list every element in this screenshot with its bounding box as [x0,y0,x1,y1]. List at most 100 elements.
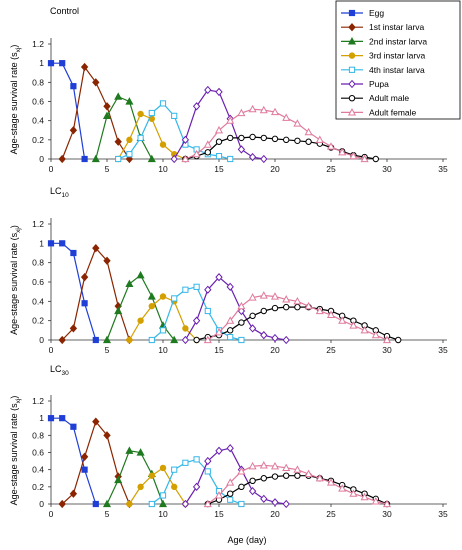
data-point [338,147,347,156]
x-tick-label: 10 [158,345,168,355]
legend-marker [348,9,356,17]
data-point [102,499,112,508]
data-point [326,310,336,318]
series-line [106,450,164,505]
data-point [59,60,66,67]
data-point [382,335,392,344]
data-point [315,473,324,482]
data-point [249,477,256,485]
y-tick-label: 0.8 [32,258,44,268]
y-tick-label: 1 [39,413,44,423]
data-point [326,142,336,150]
series-line [95,95,153,160]
data-point [271,473,279,480]
data-point [92,78,100,87]
legend-label: 2nd instar larva [369,36,427,46]
legend-item: Adult male [341,93,409,103]
data-point [92,417,100,426]
data-point [115,155,122,163]
data-point [349,489,358,497]
series-egg [47,60,88,163]
data-point [215,273,223,282]
data-point [282,295,291,303]
data-point [171,466,178,473]
legend-marker [348,79,356,89]
data-point [126,151,133,158]
data-point [238,500,245,508]
y-tick-label: 0 [39,335,44,345]
series-line [117,102,231,160]
data-point [148,302,156,310]
panel-title: LC10 [50,186,69,199]
data-point [148,336,155,344]
y-tick-label: 1.2 [32,219,44,229]
x-tick-label: 20 [270,345,280,355]
y-tick-label: 1.2 [32,396,44,406]
data-point [227,334,234,341]
data-point [159,327,167,334]
data-point [171,112,178,119]
series-adult-male [193,303,402,344]
data-point [126,500,133,508]
data-point [282,113,291,121]
data-point [81,466,88,473]
series-line [173,89,264,160]
data-point [102,335,112,344]
data-point [260,134,267,142]
data-point [259,461,268,469]
data-point [270,461,280,470]
data-point [349,151,358,160]
x-tick-label: 0 [49,164,54,174]
data-point [137,134,144,142]
x-tick-label: 5 [105,345,110,355]
data-point [159,141,167,148]
legend-label: Adult female [369,107,417,117]
data-point [215,446,223,455]
legend-item: Pupa [341,79,389,89]
series-line [128,467,186,505]
data-point [293,296,302,305]
y-tick-label: 0.4 [32,296,44,306]
data-point [125,446,134,454]
data-point [294,137,301,144]
data-point [372,155,379,163]
data-point [260,475,267,482]
x-tick-label: 10 [158,509,168,519]
data-point [227,155,234,163]
data-point [227,496,234,503]
y-tick-label: 0.6 [32,277,44,287]
data-point [114,475,123,484]
data-point [69,324,78,333]
data-point [215,153,223,160]
data-point [283,472,290,479]
data-point [70,249,77,257]
data-point [248,324,257,333]
data-point [103,431,111,440]
chart-panel-1: 0 0.2 0.4 0.6 0.8 1 1.2 0 5 10 15 20 25 30 35 Control Ag… [9,6,448,174]
series-pupa [170,85,268,164]
series-egg [47,415,99,508]
data-point [371,497,380,505]
series-adult-female [203,291,392,344]
data-point [159,464,167,472]
x-tick-label: 20 [270,509,280,519]
data-point [214,491,224,499]
data-point [395,336,402,344]
data-point [193,283,200,290]
data-point [159,293,167,300]
data-point [271,333,279,343]
series-line [184,447,287,505]
data-point [315,135,324,143]
x-tick-label: 5 [105,164,110,174]
data-point [293,465,302,473]
data-point [148,109,155,117]
data-point [248,461,257,470]
data-point [80,273,89,282]
panel-title: Control [50,6,79,16]
series-line [184,276,287,341]
data-point [248,293,257,301]
series-adult-female [181,104,369,163]
y-tick-label: 1.2 [32,39,44,49]
data-point [203,140,212,148]
x-tick-label: 15 [214,509,224,519]
